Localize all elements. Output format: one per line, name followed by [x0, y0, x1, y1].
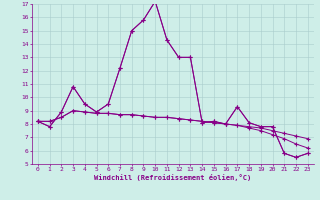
X-axis label: Windchill (Refroidissement éolien,°C): Windchill (Refroidissement éolien,°C) [94, 174, 252, 181]
